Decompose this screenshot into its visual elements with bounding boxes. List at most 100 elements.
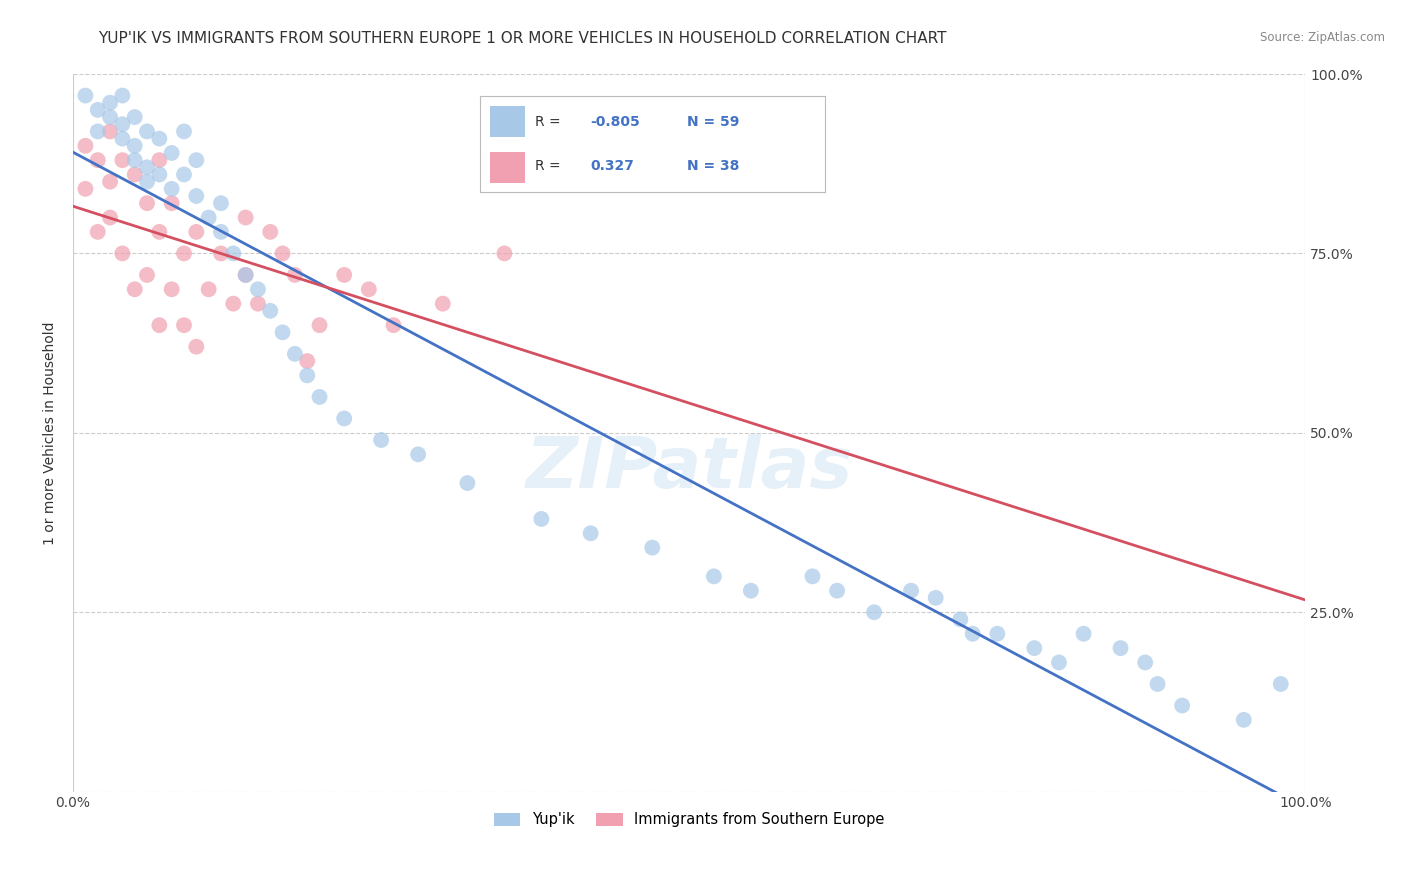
Point bbox=[160, 145, 183, 160]
Point bbox=[1146, 677, 1168, 691]
Point bbox=[801, 569, 824, 583]
Point bbox=[173, 168, 195, 182]
Point bbox=[825, 583, 848, 598]
Point bbox=[186, 189, 208, 203]
Point bbox=[432, 296, 454, 310]
Point bbox=[75, 138, 97, 153]
Point bbox=[136, 175, 159, 189]
Point bbox=[333, 268, 356, 282]
Point bbox=[160, 282, 183, 296]
Point bbox=[124, 138, 146, 153]
Point bbox=[284, 268, 307, 282]
Point bbox=[209, 225, 232, 239]
Point bbox=[357, 282, 380, 296]
Point bbox=[124, 110, 146, 124]
Point bbox=[308, 390, 330, 404]
Point bbox=[284, 347, 307, 361]
Point bbox=[209, 246, 232, 260]
Point bbox=[259, 303, 281, 318]
Point bbox=[1270, 677, 1292, 691]
Text: ZIPatlas: ZIPatlas bbox=[526, 434, 853, 503]
Point bbox=[222, 296, 245, 310]
Point bbox=[949, 612, 972, 626]
Point bbox=[1047, 656, 1070, 670]
Point bbox=[962, 626, 984, 640]
Point bbox=[235, 268, 257, 282]
Point bbox=[863, 605, 886, 619]
Point bbox=[148, 153, 170, 168]
Point bbox=[333, 411, 356, 425]
Point bbox=[98, 95, 121, 110]
Point bbox=[87, 225, 110, 239]
Point bbox=[271, 246, 294, 260]
Point bbox=[186, 225, 208, 239]
Point bbox=[186, 153, 208, 168]
Legend: Yup'ik, Immigrants from Southern Europe: Yup'ik, Immigrants from Southern Europe bbox=[486, 805, 891, 835]
Point bbox=[98, 110, 121, 124]
Point bbox=[87, 153, 110, 168]
Point bbox=[75, 182, 97, 196]
Point bbox=[160, 182, 183, 196]
Point bbox=[297, 368, 319, 383]
Point bbox=[986, 626, 1008, 640]
Point bbox=[136, 268, 159, 282]
Text: YUP'IK VS IMMIGRANTS FROM SOUTHERN EUROPE 1 OR MORE VEHICLES IN HOUSEHOLD CORREL: YUP'IK VS IMMIGRANTS FROM SOUTHERN EUROP… bbox=[98, 31, 946, 46]
Point bbox=[148, 168, 170, 182]
Point bbox=[900, 583, 922, 598]
Y-axis label: 1 or more Vehicles in Household: 1 or more Vehicles in Household bbox=[44, 321, 58, 545]
Point bbox=[297, 354, 319, 368]
Point bbox=[124, 153, 146, 168]
Point bbox=[235, 211, 257, 225]
Point bbox=[197, 211, 219, 225]
Point bbox=[148, 225, 170, 239]
Point bbox=[124, 168, 146, 182]
Point bbox=[370, 433, 392, 447]
Point bbox=[136, 196, 159, 211]
Point bbox=[111, 117, 134, 131]
Point bbox=[308, 318, 330, 333]
Point bbox=[197, 282, 219, 296]
Point bbox=[235, 268, 257, 282]
Point bbox=[925, 591, 948, 605]
Point bbox=[136, 161, 159, 175]
Point bbox=[246, 296, 269, 310]
Point bbox=[246, 282, 269, 296]
Point bbox=[530, 512, 553, 526]
Point bbox=[124, 282, 146, 296]
Point bbox=[148, 131, 170, 145]
Point bbox=[1073, 626, 1095, 640]
Point bbox=[456, 476, 478, 491]
Point bbox=[271, 326, 294, 340]
Point bbox=[222, 246, 245, 260]
Point bbox=[111, 131, 134, 145]
Point bbox=[136, 124, 159, 138]
Text: Source: ZipAtlas.com: Source: ZipAtlas.com bbox=[1260, 31, 1385, 45]
Point bbox=[579, 526, 602, 541]
Point bbox=[259, 225, 281, 239]
Point bbox=[1109, 641, 1132, 656]
Point bbox=[740, 583, 762, 598]
Point bbox=[703, 569, 725, 583]
Point bbox=[87, 124, 110, 138]
Point bbox=[98, 124, 121, 138]
Point bbox=[641, 541, 664, 555]
Point bbox=[406, 447, 429, 461]
Point bbox=[494, 246, 516, 260]
Point bbox=[186, 340, 208, 354]
Point bbox=[111, 246, 134, 260]
Point bbox=[111, 88, 134, 103]
Point bbox=[173, 318, 195, 333]
Point bbox=[173, 124, 195, 138]
Point bbox=[98, 211, 121, 225]
Point bbox=[160, 196, 183, 211]
Point bbox=[148, 318, 170, 333]
Point bbox=[75, 88, 97, 103]
Point bbox=[1233, 713, 1256, 727]
Point bbox=[1135, 656, 1157, 670]
Point bbox=[1024, 641, 1046, 656]
Point bbox=[111, 153, 134, 168]
Point bbox=[87, 103, 110, 117]
Point bbox=[209, 196, 232, 211]
Point bbox=[98, 175, 121, 189]
Point bbox=[382, 318, 405, 333]
